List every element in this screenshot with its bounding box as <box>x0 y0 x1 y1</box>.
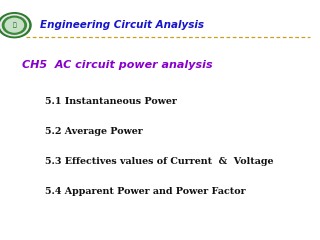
Text: Engineering Circuit Analysis: Engineering Circuit Analysis <box>40 20 204 30</box>
Circle shape <box>0 13 31 38</box>
Circle shape <box>3 16 26 34</box>
Circle shape <box>5 18 24 32</box>
Text: 5.2 Average Power: 5.2 Average Power <box>45 127 142 137</box>
Circle shape <box>0 15 28 36</box>
Text: CH5  AC circuit power analysis: CH5 AC circuit power analysis <box>22 60 213 70</box>
Text: 🌿: 🌿 <box>12 22 16 28</box>
Text: 5.1 Instantaneous Power: 5.1 Instantaneous Power <box>45 97 177 107</box>
Text: 5.3 Effectives values of Current  &  Voltage: 5.3 Effectives values of Current & Volta… <box>45 157 273 167</box>
Text: 5.4 Apparent Power and Power Factor: 5.4 Apparent Power and Power Factor <box>45 187 245 197</box>
